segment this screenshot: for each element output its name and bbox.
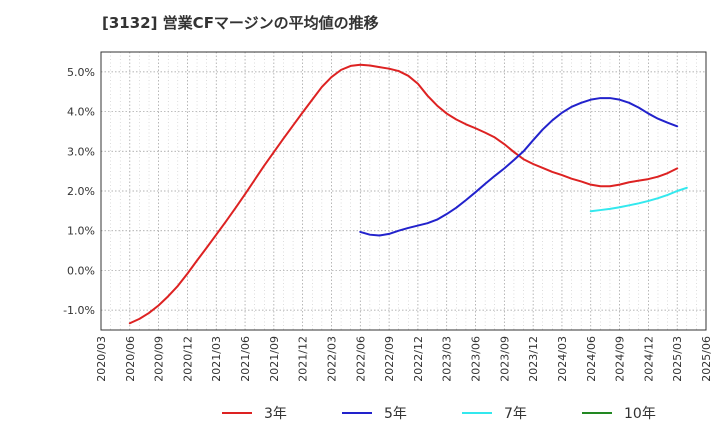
legend-label-4: 10年 (624, 406, 656, 422)
legend: 3年 5年 7年 10年 (222, 406, 656, 422)
x-tick-label: 2023/03 (441, 336, 454, 382)
y-tick-label: 3.0% (67, 145, 95, 158)
x-tick-label: 2020/09 (153, 336, 166, 382)
series-line-3 (589, 186, 688, 213)
x-tick-label: 2023/06 (470, 336, 483, 382)
x-tick-label: 2020/06 (124, 336, 137, 382)
x-tick-label: 2023/12 (527, 336, 540, 382)
x-tick-label: 2022/06 (354, 336, 367, 382)
x-tick-label: 2020/12 (181, 336, 194, 382)
y-tick-label: 4.0% (67, 106, 95, 119)
plot-area-border (100, 51, 707, 331)
y-tick-label: 0.0% (67, 264, 95, 277)
x-tick-label: 2022/12 (412, 336, 425, 382)
x-tick-label: 2024/06 (585, 336, 598, 382)
y-tick-labels: 5.0% 4.0% 3.0% 2.0% 1.0% 0.0% -1.0% (63, 66, 95, 317)
series-line-1 (128, 63, 679, 325)
x-tick-label: 2021/06 (239, 336, 252, 382)
y-tick-label: -1.0% (63, 304, 95, 317)
x-tick-label: 2023/09 (498, 336, 511, 382)
x-tick-label: 2020/03 (95, 336, 108, 382)
x-tick-label: 2022/09 (383, 336, 396, 382)
x-tick-label: 2021/03 (210, 336, 223, 382)
x-tick-label: 2021/12 (297, 336, 310, 382)
y-tick-label: 5.0% (67, 66, 95, 79)
legend-label-3: 7年 (504, 406, 527, 422)
series-line-2 (359, 97, 679, 237)
legend-label-2: 5年 (384, 406, 407, 422)
legend-label-1: 3年 (264, 406, 287, 422)
x-tick-label: 2022/03 (325, 336, 338, 382)
grid (100, 52, 707, 330)
x-tick-label: 2021/09 (268, 336, 281, 382)
x-tick-label: 2024/12 (642, 336, 655, 382)
chart-title: [3132] 営業CFマージンの平均値の推移 (102, 14, 379, 32)
x-tick-label: 2024/09 (614, 336, 627, 382)
x-tick-label: 2024/03 (556, 336, 569, 382)
x-tick-label: 2025/06 (700, 336, 713, 382)
series-lines (128, 63, 688, 325)
x-tick-label: 2025/03 (671, 336, 684, 382)
y-tick-label: 1.0% (67, 225, 95, 238)
x-tick-labels: 2020/03 2020/06 2020/09 2020/12 2021/03 2021/… (95, 336, 713, 382)
plot-frame (100, 51, 707, 331)
y-tick-label: 2.0% (67, 185, 95, 198)
